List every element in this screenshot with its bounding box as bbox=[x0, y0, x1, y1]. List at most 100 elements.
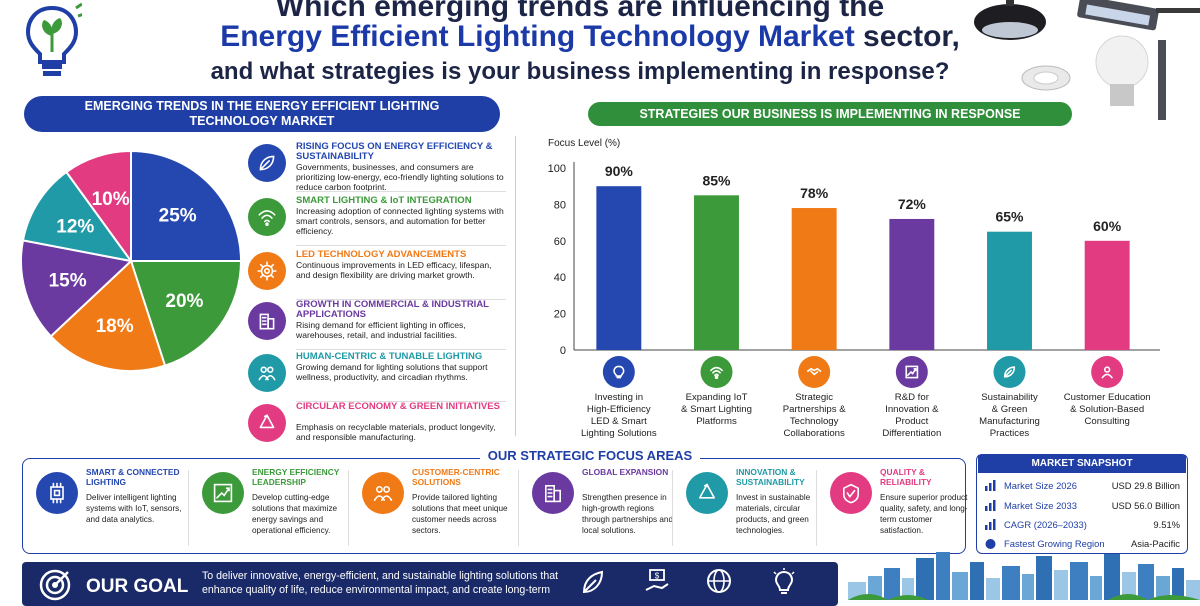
strategies-banner: STRATEGIES OUR BUSINESS IS IMPLEMENTING … bbox=[588, 102, 1072, 126]
snapshot-label: Fastest Growing Region bbox=[1004, 538, 1105, 549]
x-category-label: Lighting Solutions bbox=[581, 428, 657, 439]
trend-item: SMART LIGHTING & IoT INTEGRATION Increasi… bbox=[248, 196, 508, 244]
x-category-label: Investing in bbox=[595, 392, 644, 403]
snapshot-label: Market Size 2026 bbox=[1004, 480, 1077, 491]
trend-title: CIRCULAR ECONOMY & GREEN INITIATIVES bbox=[296, 401, 500, 412]
focus-card: SMART & CONNECTED LIGHTING Deliver intell… bbox=[30, 466, 182, 550]
target-icon bbox=[39, 569, 71, 601]
globe-icon bbox=[707, 569, 731, 593]
trend-item: RISING FOCUS ON ENERGY EFFICIENCY & SUST… bbox=[248, 141, 508, 192]
trend-description: Emphasis on recyclable materials, produc… bbox=[296, 422, 496, 442]
snapshot-value: Asia-Pacific bbox=[1131, 538, 1180, 549]
focus-card-description: Provide tailored lighting solutions that… bbox=[412, 493, 508, 535]
pie-slice bbox=[21, 170, 134, 263]
focus-card-description: Ensure superior product quality, safety,… bbox=[880, 493, 968, 535]
header-line-2-rest: sector, bbox=[854, 20, 960, 53]
header-line-3: and what strategies is your business imp… bbox=[210, 58, 950, 85]
x-category-label: Customer Education bbox=[1064, 392, 1151, 403]
bar-data-label: 60% bbox=[1093, 218, 1122, 234]
snapshot-row: Fastest Growing Region Asia-Pacific bbox=[984, 537, 1180, 551]
pie-slice-label: 15% bbox=[49, 270, 87, 291]
strategic-focus-title: OUR STRATEGIC FOCUS AREAS bbox=[480, 448, 700, 463]
focus-card-description: Develop cutting-edge solutions that maxi… bbox=[252, 493, 338, 535]
x-category-label: Expanding IoT bbox=[686, 392, 748, 403]
divider bbox=[296, 349, 506, 350]
globe-icon bbox=[985, 539, 996, 549]
y-tick-label: 60 bbox=[554, 236, 566, 248]
header-market-name: Energy Efficient Lighting Technology Mar… bbox=[220, 20, 855, 53]
bar-data-label: 90% bbox=[605, 163, 634, 179]
pie-slice bbox=[64, 149, 132, 265]
banner-line-2: TECHNOLOGY MARKET bbox=[189, 114, 335, 128]
x-category-label: R&D for bbox=[895, 392, 930, 403]
pie-slice-label: 25% bbox=[159, 205, 197, 226]
x-category-label: Partnerships & bbox=[783, 404, 847, 415]
snapshot-value: USD 29.8 Billion bbox=[1111, 480, 1180, 491]
snapshot-value: USD 56.0 Billion bbox=[1111, 500, 1180, 511]
pie-slice bbox=[130, 149, 243, 262]
x-category-label: Platforms bbox=[696, 416, 737, 427]
divider bbox=[672, 470, 673, 546]
divider bbox=[296, 401, 506, 402]
pie-slice bbox=[49, 259, 167, 372]
header-line-1: Which emerging trends are influencing th… bbox=[275, 0, 885, 23]
leaf-icon bbox=[582, 570, 604, 594]
wifi-icon bbox=[248, 198, 286, 236]
focus-card-title: SMART & CONNECTED LIGHTING bbox=[86, 467, 180, 487]
focus-card-description: Invest in sustainable materials, circula… bbox=[736, 493, 811, 535]
trend-description: Governments, businesses, and consumers a… bbox=[296, 162, 504, 192]
x-category-label: Manufacturing bbox=[979, 416, 1040, 427]
focus-card-title: CUSTOMER-CENTRIC SOLUTIONS bbox=[412, 467, 500, 487]
bar bbox=[596, 186, 642, 350]
focus-card: QUALITY & RELIABILITY Ensure superior pro… bbox=[824, 466, 974, 550]
city-skyline-image bbox=[848, 552, 1200, 600]
trend-description: Continuous improvements in LED efficacy,… bbox=[296, 260, 492, 280]
building-icon bbox=[532, 472, 574, 514]
x-category-label: LED & Smart bbox=[591, 416, 647, 427]
wifi-icon bbox=[700, 356, 733, 388]
leaf-icon bbox=[993, 356, 1026, 388]
trend-item: HUMAN-CENTRIC & TUNABLE LIGHTING Growing … bbox=[248, 352, 508, 400]
focus-card-title: INNOVATION & SUSTAINABILITY bbox=[736, 467, 805, 487]
bar-data-label: 78% bbox=[800, 185, 829, 201]
money-hand-icon: $ bbox=[645, 569, 669, 591]
pie-slice-label: 20% bbox=[165, 291, 203, 312]
bar bbox=[889, 218, 935, 350]
recycle-icon bbox=[248, 404, 286, 442]
pie-slice-label: 12% bbox=[56, 217, 94, 238]
growth-chart-icon bbox=[202, 472, 244, 514]
recycle-icon bbox=[686, 472, 728, 514]
building-icon bbox=[248, 302, 286, 340]
x-category-label: & Green bbox=[992, 404, 1028, 415]
pie-slice-label: 18% bbox=[96, 316, 134, 337]
snapshot-row: Market Size 2033 USD 56.0 Billion bbox=[984, 499, 1180, 513]
x-category-label: Technology bbox=[790, 416, 839, 427]
divider bbox=[348, 470, 349, 546]
growth-chart-icon bbox=[895, 356, 928, 388]
trend-title: GROWTH IN COMMERCIAL & INDUSTRIAL APPLIC… bbox=[296, 299, 489, 320]
x-category-label: High-Efficiency bbox=[587, 404, 651, 415]
gear-bulb-icon bbox=[248, 252, 286, 290]
lightbulb-leaf-logo-icon bbox=[25, 2, 82, 76]
chip-icon bbox=[36, 472, 78, 514]
strategies-bar-chart: Focus Level (%) 0 20 40 60 80 100 90% Investing … bbox=[548, 138, 1160, 439]
x-category-label: Innovation & bbox=[885, 404, 939, 415]
pie-slice bbox=[129, 260, 243, 367]
pie-slice bbox=[20, 239, 134, 338]
y-axis-label: Focus Level (%) bbox=[548, 138, 620, 149]
trend-title: RISING FOCUS ON ENERGY EFFICIENCY & SUST… bbox=[296, 141, 493, 162]
focus-card: INNOVATION & SUSTAINABILITY Invest in sus… bbox=[680, 466, 830, 550]
focus-card: CUSTOMER-CENTRIC SOLUTIONS Provide tailor… bbox=[356, 466, 508, 550]
trend-title: LED TECHNOLOGY ADVANCEMENTS bbox=[296, 249, 467, 260]
snapshot-row: CAGR (2026–2033) 9.51% bbox=[984, 518, 1180, 532]
bar-data-label: 72% bbox=[898, 196, 927, 212]
focus-card-title: GLOBAL EXPANSION bbox=[582, 467, 669, 477]
y-tick-label: 100 bbox=[548, 163, 566, 175]
x-category-label: Consulting bbox=[1084, 416, 1129, 427]
goal-text: To deliver innovative, energy-efficient,… bbox=[202, 570, 559, 596]
leaf-icon bbox=[248, 144, 286, 182]
bar-chart-icon bbox=[985, 500, 996, 511]
snapshot-row: Market Size 2026 USD 29.8 Billion bbox=[984, 479, 1180, 493]
divider bbox=[816, 470, 817, 546]
y-tick-label: 80 bbox=[554, 199, 566, 211]
